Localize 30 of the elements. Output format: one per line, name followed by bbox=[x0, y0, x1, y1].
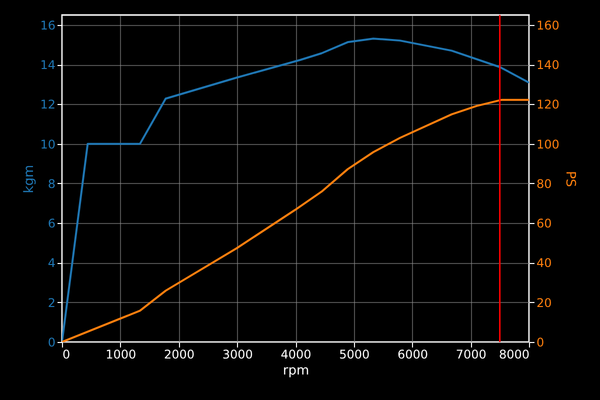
x-tick-label: 0 bbox=[62, 348, 70, 362]
y2-tick-label: 160 bbox=[536, 18, 560, 32]
y2-tick-label: 80 bbox=[536, 176, 552, 191]
y-tick-label: 6 bbox=[48, 216, 56, 231]
x-tick-label: 1000 bbox=[106, 348, 136, 362]
x-tick-label: 4000 bbox=[280, 348, 312, 362]
y-tick-label: 12 bbox=[40, 98, 56, 112]
y-tick-label: 0 bbox=[48, 336, 56, 350]
x-tick-label: 3000 bbox=[222, 348, 253, 362]
x-tick-label: 7000 bbox=[456, 348, 486, 362]
y2-tick-label: 60 bbox=[536, 216, 552, 231]
y-tick-label: 2 bbox=[48, 296, 56, 310]
y2-axis-title: PS bbox=[562, 170, 578, 188]
y-tick-label: 10 bbox=[40, 137, 56, 152]
x-tick-label: 6000 bbox=[397, 348, 428, 362]
x-tick-label: 5000 bbox=[339, 348, 370, 362]
y2-tick-label: 40 bbox=[536, 256, 552, 270]
y2-tick-label: 20 bbox=[536, 296, 552, 310]
x-tick-label: 2000 bbox=[164, 348, 195, 362]
y-tick-label: 4 bbox=[48, 256, 56, 270]
y2-tick-label: 0 bbox=[536, 336, 544, 350]
y2-tick-label: 140 bbox=[536, 58, 560, 72]
y-tick-label: 14 bbox=[40, 58, 56, 72]
x-axis-title: rpm bbox=[282, 364, 310, 378]
x-tick-label: 8000 bbox=[498, 348, 530, 362]
y2-tick-label: 100 bbox=[536, 137, 560, 152]
y-tick-label: 8 bbox=[48, 176, 56, 191]
y-tick-label: 16 bbox=[40, 18, 56, 32]
y-axis-title: kgm bbox=[22, 164, 38, 194]
y2-tick-label: 120 bbox=[536, 98, 560, 112]
